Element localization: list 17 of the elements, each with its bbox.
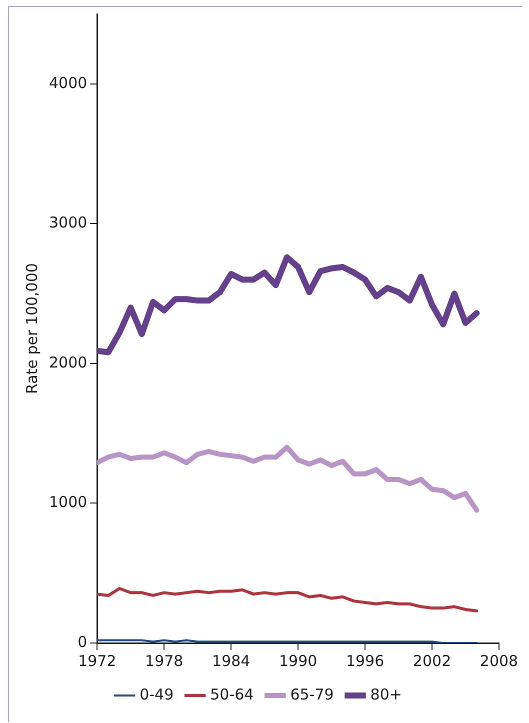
x-tick-label: 2002 — [412, 652, 452, 670]
y-tick-label: 2000 — [48, 353, 88, 372]
legend-label: 65-79 — [290, 685, 334, 704]
y-tick-label: 4000 — [48, 74, 88, 92]
y-tick-label: 0 — [78, 632, 88, 651]
y-tick-label: 1000 — [48, 493, 88, 512]
x-tick-label: 1984 — [212, 652, 250, 670]
legend-label: 0-49 — [140, 685, 174, 704]
x-tick-label: 1972 — [78, 652, 116, 670]
x-tick-label: 2008 — [480, 652, 518, 670]
legend-label: 50-64 — [210, 685, 254, 704]
x-tick-label: 1978 — [145, 652, 184, 670]
x-tick-label: 1996 — [346, 652, 384, 670]
x-tick-label: 1990 — [278, 652, 318, 670]
y-tick-label: 3000 — [48, 214, 88, 232]
y-axis-title: Rate per 100,000 — [22, 263, 41, 394]
legend-label: 80+ — [370, 685, 402, 704]
